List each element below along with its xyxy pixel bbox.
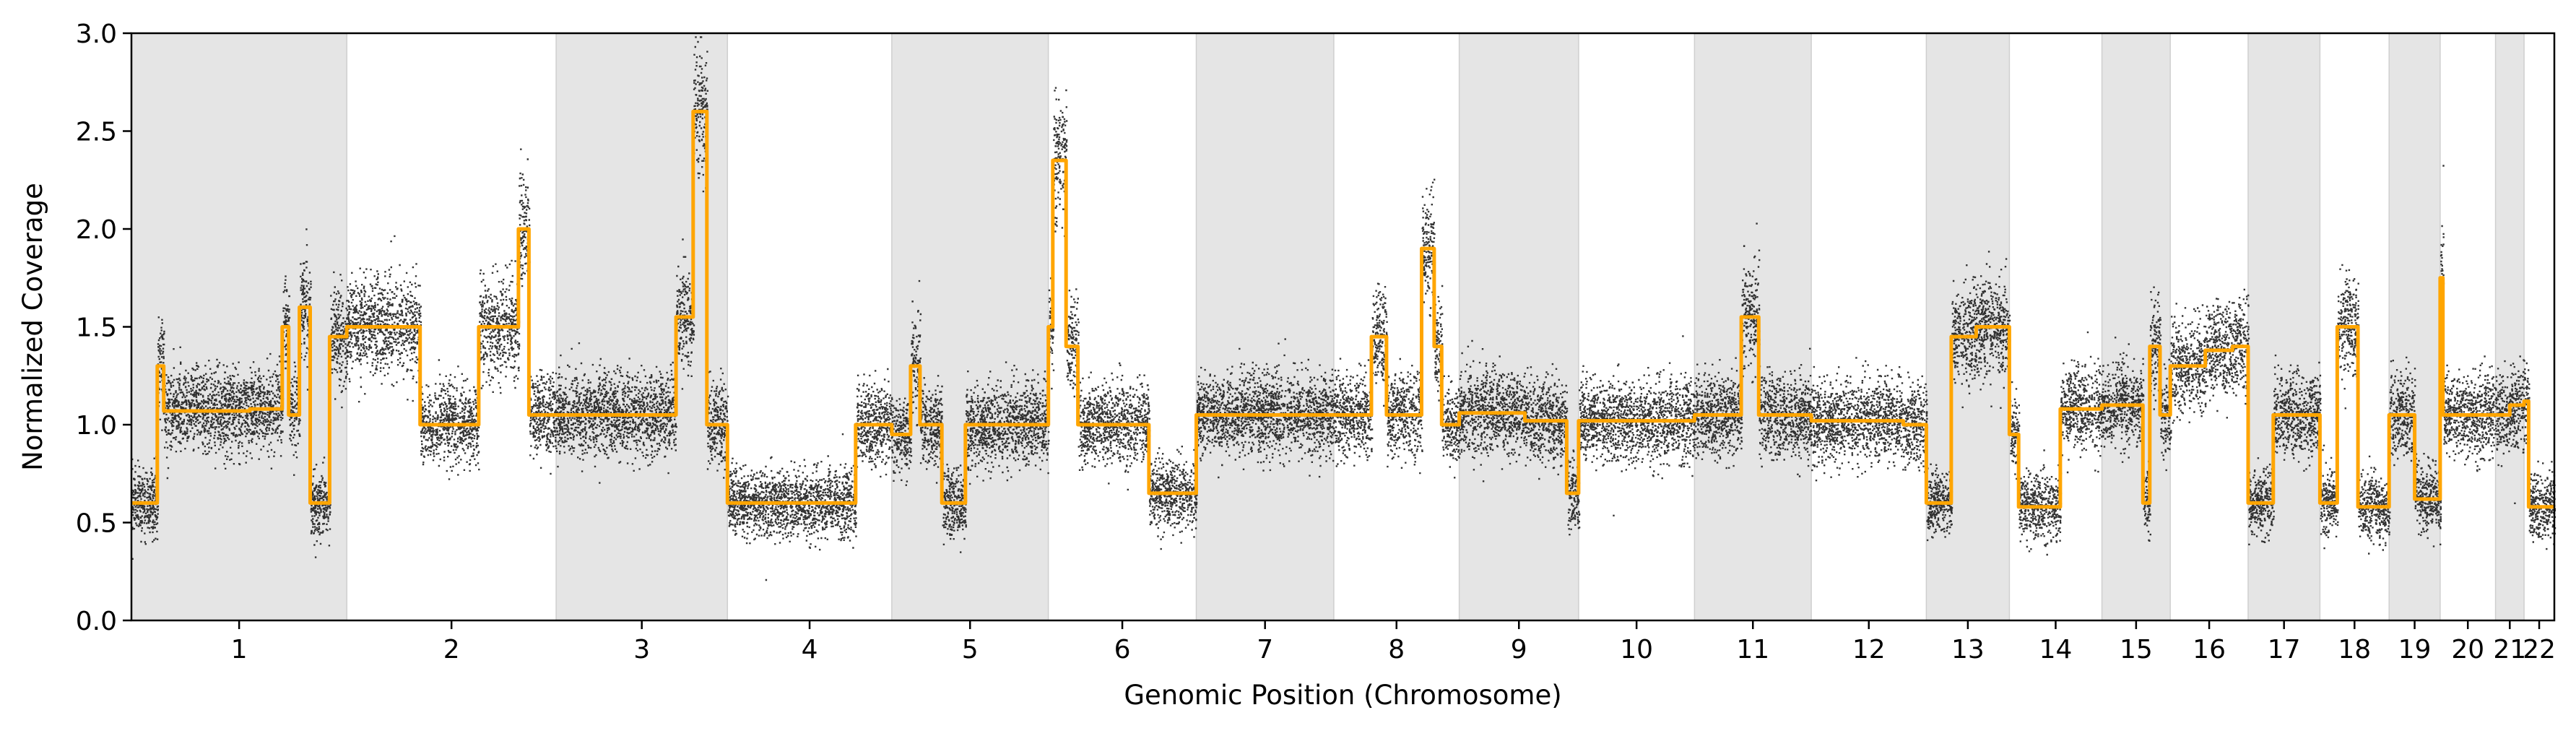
x-tick-label: 13 bbox=[1951, 635, 1985, 664]
x-tick-label: 9 bbox=[1511, 635, 1527, 664]
y-tick-label: 1.5 bbox=[76, 313, 117, 343]
y-axis-label: Normalized Coverage bbox=[17, 183, 48, 471]
x-tick-label: 6 bbox=[1114, 635, 1131, 664]
chromosome-bands bbox=[131, 33, 2525, 621]
x-tick-label: 3 bbox=[633, 635, 650, 664]
x-tick-label: 14 bbox=[2039, 635, 2073, 664]
x-tick-label: 19 bbox=[2398, 635, 2432, 664]
y-tick-label: 0.0 bbox=[76, 607, 117, 636]
segment-lines bbox=[131, 109, 2554, 509]
x-tick-label: 10 bbox=[1620, 635, 1653, 664]
x-tick-label: 21 bbox=[2493, 635, 2526, 664]
x-tick-label: 8 bbox=[1388, 635, 1405, 664]
x-tick-label: 20 bbox=[2451, 635, 2484, 664]
y-tick-label: 2.0 bbox=[76, 215, 117, 245]
x-tick-label: 11 bbox=[1736, 635, 1769, 664]
x-tick-label: 18 bbox=[2338, 635, 2371, 664]
chromosome-band-3 bbox=[555, 33, 729, 621]
y-axis: 0.0 0.5 1.0 1.5 2.0 2.5 3.0 bbox=[76, 20, 131, 636]
x-tick-label: 22 bbox=[2523, 635, 2556, 664]
y-tick-label: 3.0 bbox=[76, 20, 117, 49]
x-axis-label: Genomic Position (Chromosome) bbox=[1124, 680, 1561, 711]
y-tick-label: 1.0 bbox=[76, 411, 117, 441]
chromosome-band-17 bbox=[2247, 33, 2321, 621]
chromosome-band-9 bbox=[1458, 33, 1579, 621]
x-tick-label: 16 bbox=[2193, 635, 2226, 664]
chromosome-band-7 bbox=[1195, 33, 1335, 621]
x-tick-label: 15 bbox=[2120, 635, 2153, 664]
x-tick-label: 5 bbox=[962, 635, 979, 664]
segment-line bbox=[131, 109, 2554, 509]
y-tick-label: 0.5 bbox=[76, 509, 117, 539]
x-tick-label: 17 bbox=[2268, 635, 2301, 664]
coverage-point-cloud bbox=[131, 36, 2557, 581]
x-tick-label: 7 bbox=[1257, 635, 1273, 664]
y-tick-label: 2.5 bbox=[76, 118, 117, 147]
x-tick-label: 1 bbox=[231, 635, 248, 664]
x-tick-label: 4 bbox=[802, 635, 818, 664]
chromosome-band-21 bbox=[2494, 33, 2525, 621]
x-tick-label: 2 bbox=[443, 635, 460, 664]
chromosome-band-19 bbox=[2388, 33, 2441, 621]
x-tick-label: 12 bbox=[1852, 635, 1886, 664]
coverage-points bbox=[131, 36, 2557, 581]
